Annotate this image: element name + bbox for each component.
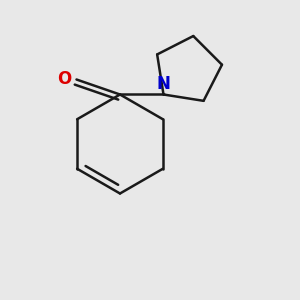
Text: N: N [157,75,170,93]
Text: O: O [57,70,71,88]
